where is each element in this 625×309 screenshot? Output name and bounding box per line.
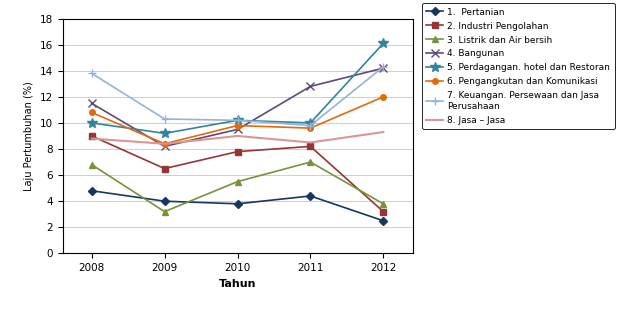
Legend: 1.  Pertanian, 2. Industri Pengolahan, 3. Listrik dan Air bersih, 4. Bangunan, 5: 1. Pertanian, 2. Industri Pengolahan, 3.…: [422, 3, 614, 129]
Y-axis label: Laju Pertumbuhan (%): Laju Pertumbuhan (%): [24, 81, 34, 191]
X-axis label: Tahun: Tahun: [219, 279, 256, 289]
